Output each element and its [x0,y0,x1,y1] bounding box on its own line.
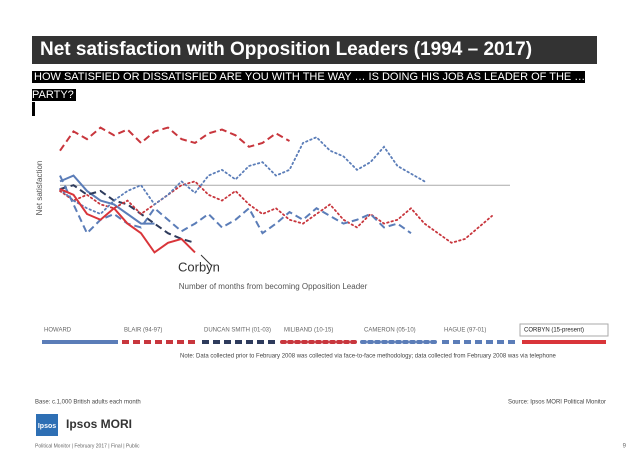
note: Note: Data collected prior to February 2… [180,354,557,360]
series-line [59,126,290,152]
page-number: 9 [623,444,627,450]
legend: HOWARD BLAIR (94-97) DUNCAN SMITH (01-03) M… [42,323,609,344]
subtitle-box: HOW SATISFIED OR DISSATISFIED ARE YOU WI… [32,71,586,101]
legend-label: HOWARD [44,328,72,334]
x-axis-label: Number of months from becoming Oppositio… [179,282,368,291]
plot [59,126,510,254]
logo-name: Ipsos MORI [66,417,132,431]
legend-label: DUNCAN SMITH (01-03) [204,328,271,334]
accent [32,102,35,116]
series-line [59,174,155,225]
legend-label: MILIBAND (10-15) [284,328,333,334]
series-line [59,180,493,244]
subtitle: HOW SATISFIED OR DISSATISFIED ARE YOU WI… [32,71,586,101]
series-line [59,188,196,254]
legend-label: CAMERON (05-10) [364,328,416,334]
logo-mark: Ipsos [38,423,56,430]
series-line [59,175,412,235]
base: Base: c.1,000 British adults each month [35,400,141,406]
annotation-arrow [200,254,213,267]
chart-title: Net satisfaction with Opposition Leaders… [40,39,532,60]
footer: Political Monitor | February 2017 | Fina… [35,443,140,449]
legend-label: HAGUE (97-01) [444,328,486,334]
annotation: Corbyn [178,259,220,274]
legend-label: BLAIR (94-97) [124,328,162,334]
title-bar [32,36,597,64]
source: Source: Ipsos MORI Political Monitor [508,400,606,406]
y-axis-label: Net satisfaction [35,161,44,216]
legend-label: CORBYN (15-present) [524,328,584,334]
logo-mark-box [36,414,58,436]
series-line [59,136,426,216]
legend-box [519,323,609,337]
series-line [59,184,196,244]
